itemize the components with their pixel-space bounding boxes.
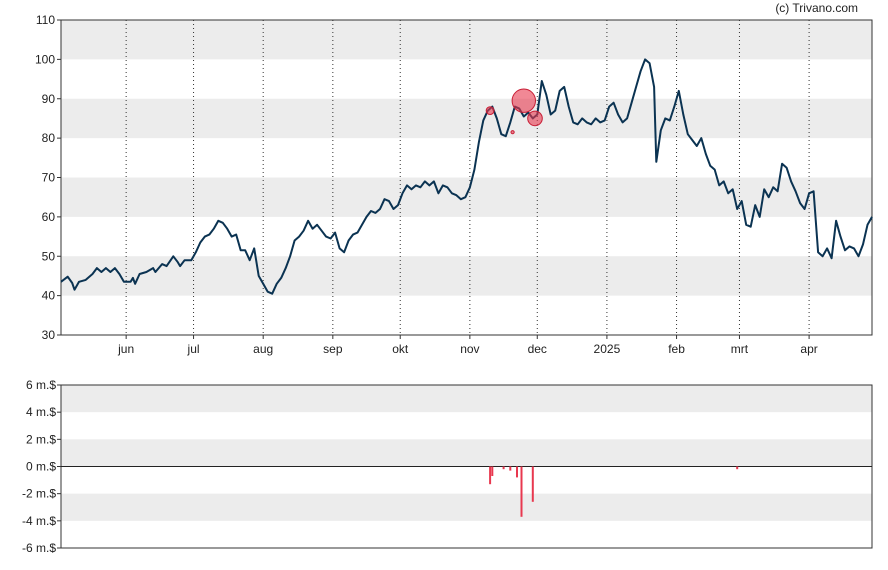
y-tick-label: 90: [42, 92, 56, 106]
volume-chart: 6 m.$ 4 m.$ 2 m.$ 0 m.$ -2 m.$ -4 m.$ -6 m.$: [22, 378, 872, 555]
grid-band: [61, 439, 872, 466]
y-tick-label: 4 m.$: [26, 405, 56, 419]
y-tick-label: 6 m.$: [26, 378, 56, 392]
trade-bubble: [486, 107, 494, 115]
trade-bubble: [528, 111, 543, 126]
y-tick-label: 0 m.$: [26, 460, 56, 474]
x-tick-label: jul: [187, 342, 200, 356]
x-tick-label: mrt: [731, 342, 749, 356]
y-tick-label: 2 m.$: [26, 432, 56, 446]
x-tick-label: feb: [668, 342, 685, 356]
x-tick-label: nov: [460, 342, 479, 356]
volume-bar: [521, 467, 523, 517]
grid-band: [61, 20, 872, 59]
y-tick-label: -6 m.$: [22, 541, 56, 555]
x-tick-label: 2025: [594, 342, 621, 356]
grid-band: [61, 494, 872, 521]
y-tick-label: 110: [36, 13, 55, 27]
y-tick-label: 80: [42, 131, 56, 145]
x-tick-label: apr: [800, 342, 817, 356]
volume-bar: [489, 467, 491, 485]
grid-band: [61, 385, 872, 412]
x-tick-label: dec: [528, 342, 547, 356]
volume-bar: [532, 467, 534, 502]
y-tick-label: 70: [42, 171, 56, 185]
copyright-text: (c) Trivano.com: [775, 1, 858, 15]
volume-bar: [491, 467, 493, 477]
y-tick-label: -4 m.$: [22, 514, 56, 528]
x-tick-label: jun: [117, 342, 134, 356]
volume-bar: [736, 467, 738, 470]
x-tick-label: okt: [392, 342, 409, 356]
volume-bar: [516, 467, 518, 478]
volume-bar: [503, 467, 505, 470]
y-tick-label: -2 m.$: [22, 487, 56, 501]
grid-band: [61, 99, 872, 138]
trade-bubble: [511, 131, 514, 134]
y-tick-label: 100: [35, 52, 55, 66]
y-tick-label: 50: [42, 249, 56, 263]
y-tick-label: 60: [42, 210, 56, 224]
price-chart: jun jul aug sep okt nov dec 2025 feb mrt apr 30 40 50…: [35, 13, 872, 356]
y-tick-label: 40: [42, 289, 56, 303]
x-tick-label: aug: [253, 342, 273, 356]
x-tick-label: sep: [323, 342, 343, 356]
volume-bar: [509, 467, 511, 471]
trade-bubble: [512, 89, 535, 112]
y-tick-label: 30: [42, 328, 56, 342]
